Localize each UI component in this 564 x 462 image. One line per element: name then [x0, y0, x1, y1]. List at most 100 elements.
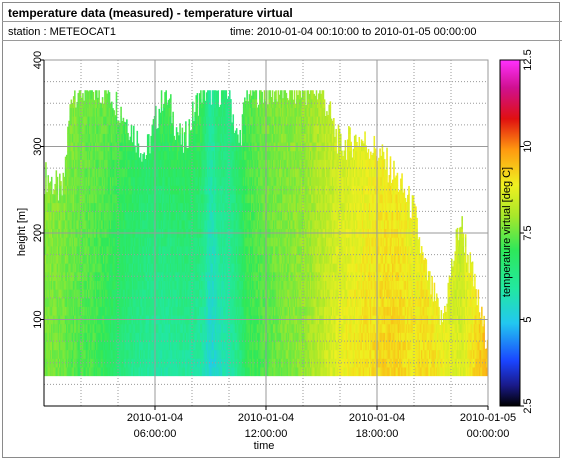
heatmap-cell [122, 124, 125, 134]
heatmap-cell [229, 202, 231, 212]
heatmap-cell [121, 332, 124, 342]
heatmap-cell [105, 176, 107, 186]
heatmap-cell [225, 323, 228, 333]
heatmap-cell [47, 271, 50, 281]
heatmap-cell [45, 162, 47, 169]
heatmap-cell [57, 254, 60, 264]
heatmap-cell [118, 176, 120, 186]
heatmap-cell [183, 202, 186, 212]
heatmap-cell [164, 332, 166, 342]
heatmap-cell [205, 92, 208, 100]
heatmap-cell [81, 124, 83, 134]
heatmap-cell [185, 220, 187, 230]
heatmap-cell [229, 107, 231, 117]
heatmap-cell [106, 150, 108, 160]
heatmap-cell [146, 323, 149, 333]
heatmap-cell [83, 194, 85, 204]
heatmap-cell [174, 297, 177, 307]
heatmap-cell [119, 122, 121, 126]
heatmap-cell [128, 254, 130, 264]
heatmap-cell [77, 254, 80, 264]
heatmap-cell [130, 280, 133, 290]
heatmap-cell [98, 185, 100, 195]
heatmap-cell [97, 211, 99, 221]
heatmap-cell [77, 168, 80, 178]
heatmap-cell [68, 323, 70, 333]
heatmap-cell [174, 237, 177, 247]
heatmap-cell [233, 194, 236, 204]
heatmap-cell [213, 168, 216, 178]
heatmap-cell [105, 116, 107, 126]
heatmap-cell [229, 306, 231, 316]
heatmap-cell [82, 332, 84, 342]
heatmap-cell [226, 211, 229, 221]
heatmap-cell [188, 211, 191, 221]
heatmap-cell [166, 104, 169, 108]
heatmap-cell [126, 297, 128, 307]
heatmap-cell [165, 263, 167, 273]
heatmap-cell [164, 124, 166, 134]
heatmap-cell [127, 202, 129, 212]
heatmap-cell [102, 211, 105, 221]
heatmap-cell [98, 367, 100, 377]
heatmap-cell [232, 202, 235, 212]
heatmap-cell [223, 341, 225, 351]
heatmap-cell [144, 367, 147, 377]
heatmap-cell [212, 280, 215, 290]
heatmap-cell [148, 150, 150, 160]
heatmap-cell [96, 254, 98, 264]
heatmap-cell [142, 254, 144, 264]
heatmap-cell [207, 367, 209, 377]
heatmap-cell [70, 306, 73, 316]
heatmap-cell [146, 341, 149, 351]
heatmap-cell [126, 245, 128, 256]
heatmap-cell [116, 237, 119, 247]
heatmap-cell [63, 323, 66, 333]
heatmap-cell [156, 159, 158, 169]
heatmap-cell [64, 168, 67, 178]
heatmap-cell [179, 211, 181, 221]
heatmap-cell [176, 211, 179, 221]
heatmap-cell [133, 245, 135, 256]
heatmap-cell [123, 341, 126, 351]
heatmap-cell [71, 263, 74, 273]
heatmap-cell [196, 133, 199, 143]
heatmap-cell [92, 220, 95, 230]
heatmap-cell [201, 323, 203, 333]
heatmap-cell [203, 90, 206, 100]
heatmap-cell [205, 280, 208, 290]
heatmap-cell [207, 245, 209, 256]
heatmap-cell [96, 90, 98, 100]
heatmap-cell [134, 145, 136, 152]
heatmap-cell [96, 341, 98, 351]
heatmap-cell [71, 220, 74, 230]
heatmap-cell [216, 176, 218, 186]
heatmap-cell [213, 98, 216, 108]
heatmap-cell [159, 185, 162, 195]
heatmap-cell [54, 263, 56, 273]
heatmap-cell [81, 237, 83, 247]
heatmap-cell [136, 202, 139, 212]
heatmap-cell [171, 289, 173, 299]
heatmap-cell [134, 159, 136, 169]
heatmap-cell [113, 289, 115, 299]
heatmap-cell [65, 154, 68, 160]
heatmap-cell [148, 289, 150, 299]
heatmap-cell [105, 332, 107, 342]
heatmap-cell [234, 271, 237, 281]
heatmap-cell [210, 168, 213, 178]
heatmap-cell [71, 194, 74, 204]
heatmap-cell [107, 202, 110, 212]
heatmap-cell [179, 133, 181, 143]
heatmap-cell [122, 280, 125, 290]
heatmap-cell [84, 176, 87, 186]
heatmap-cell [172, 297, 174, 307]
heatmap-cell [105, 323, 107, 333]
heatmap-cell [234, 254, 237, 264]
heatmap-cell [116, 323, 119, 333]
heatmap-cell [222, 367, 224, 377]
heatmap-cell [182, 306, 185, 316]
heatmap-cell [45, 194, 47, 204]
heatmap-cell [233, 211, 236, 221]
heatmap-cell [123, 245, 126, 256]
